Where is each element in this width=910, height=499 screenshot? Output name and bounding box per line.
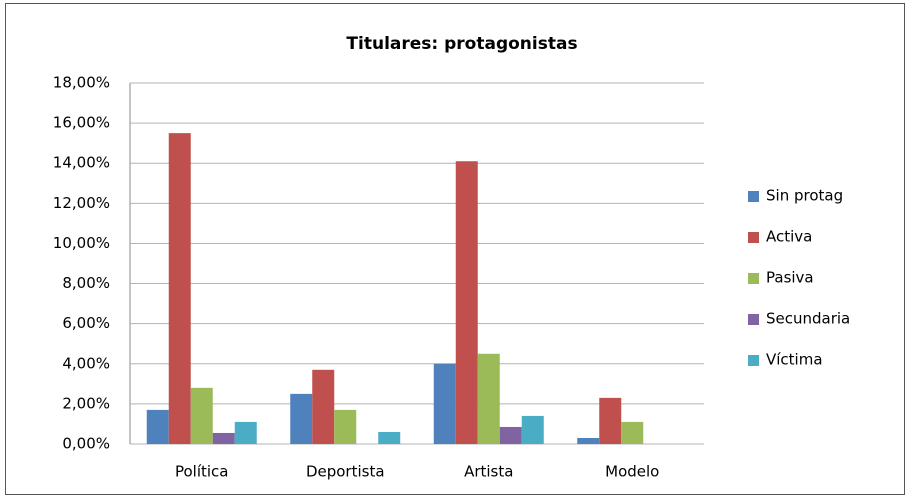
bar: [234, 421, 257, 444]
legend-swatch: [748, 273, 759, 284]
legend-label: Activa: [766, 228, 812, 246]
y-tick-label: 12,00%: [53, 194, 110, 212]
y-tick-label: 2,00%: [62, 394, 110, 412]
y-tick-label: 0,00%: [62, 435, 110, 453]
legend-swatch: [748, 355, 759, 366]
legend-swatch: [748, 232, 759, 243]
bar: [455, 161, 478, 444]
legend-label: Víctima: [766, 351, 823, 369]
legend-label: Secundaria: [766, 310, 850, 328]
bar: [477, 353, 500, 444]
x-tick-label: Modelo: [605, 463, 659, 481]
bar: [621, 421, 644, 444]
y-tick-label: 8,00%: [62, 274, 110, 292]
x-tick-label: Política: [175, 463, 229, 481]
bar: [433, 363, 456, 444]
bar: [599, 397, 622, 444]
y-tick-label: 16,00%: [53, 114, 110, 132]
bar: [168, 133, 191, 444]
legend-label: Pasiva: [766, 269, 814, 287]
bar: [212, 432, 235, 444]
x-tick-label: Artista: [464, 463, 513, 481]
legend-label: Sin protag: [766, 187, 843, 205]
bar: [190, 387, 213, 444]
bar: [334, 409, 357, 444]
legend-swatch: [748, 191, 759, 202]
y-tick-label: 10,00%: [53, 234, 110, 252]
bar: [577, 437, 600, 444]
bar: [290, 393, 313, 444]
y-tick-label: 18,00%: [53, 74, 110, 92]
chart-title: Titulares: protagonistas: [346, 34, 577, 54]
bar: [146, 409, 169, 444]
y-tick-label: 6,00%: [62, 314, 110, 332]
x-tick-label: Deportista: [306, 463, 385, 481]
y-tick-label: 14,00%: [53, 154, 110, 172]
legend-swatch: [748, 314, 759, 325]
bar: [378, 431, 401, 444]
bar: [312, 369, 335, 444]
bar: [499, 426, 522, 444]
y-tick-label: 4,00%: [62, 354, 110, 372]
bar: [521, 415, 544, 444]
